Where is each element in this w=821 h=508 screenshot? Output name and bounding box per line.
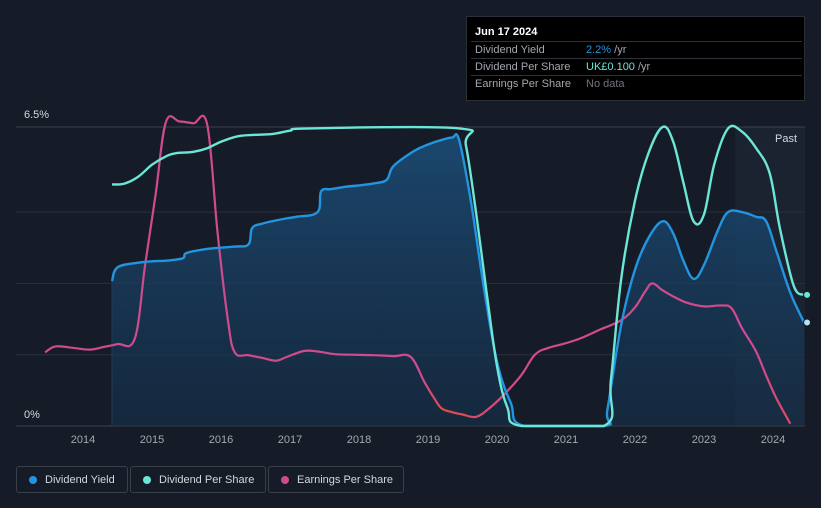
y-tick-label-bottom: 0% [24, 409, 40, 421]
past-label: Past [775, 133, 797, 145]
x-tick-label: 2014 [71, 434, 95, 446]
x-tick-label: 2015 [140, 434, 164, 446]
x-tick-label: 2018 [347, 434, 371, 446]
dividend-yield-line [110, 132, 806, 428]
legend-item-earnings-per-share[interactable]: Earnings Per Share [268, 466, 404, 493]
x-tick-label: 2023 [692, 434, 716, 446]
tooltip-value: UK£0.100 /yr [586, 61, 651, 73]
tooltip-value: No data [586, 78, 625, 90]
tooltip-row-dividend-yield: Dividend Yield 2.2% /yr [471, 41, 802, 59]
legend-label: Dividend Yield [45, 473, 115, 486]
legend-label: Earnings Per Share [297, 473, 393, 486]
x-tick-label: 2016 [209, 434, 233, 446]
x-tick-label: 2024 [761, 434, 785, 446]
dividend-per-share-end-point [803, 290, 812, 299]
x-tick-label: 2021 [554, 434, 578, 446]
tooltip: Jun 17 2024 Dividend Yield 2.2% /yr Divi… [466, 16, 805, 101]
legend-dot-icon [29, 475, 37, 484]
x-tick-label: 2022 [623, 434, 647, 446]
dividend-per-share-line [111, 124, 805, 428]
legend-item-dividend-per-share[interactable]: Dividend Per Share [130, 466, 266, 493]
legend-dot-icon [143, 475, 151, 484]
y-tick-label-top: 6.5% [24, 109, 49, 121]
tooltip-label: Dividend Yield [475, 44, 545, 56]
earnings-per-share-line [44, 114, 792, 425]
tooltip-row-dividend-per-share: Dividend Per Share UK£0.100 /yr [471, 58, 802, 76]
tooltip-label: Dividend Per Share [475, 61, 571, 73]
x-tick-label: 2017 [278, 434, 302, 446]
legend-item-dividend-yield[interactable]: Dividend Yield [16, 466, 128, 493]
dividend-yield-end-point [803, 318, 812, 327]
tooltip-date: Jun 17 2024 [475, 26, 538, 38]
x-tick-label: 2019 [416, 434, 440, 446]
tooltip-value: 2.2% /yr [586, 44, 627, 56]
x-tick-label: 2020 [485, 434, 509, 446]
dividend-yield-area [111, 134, 805, 426]
tooltip-row-earnings-per-share: Earnings Per Share No data [471, 75, 802, 93]
tooltip-label: Earnings Per Share [475, 78, 571, 90]
legend-label: Dividend Per Share [159, 473, 255, 486]
legend-dot-icon [281, 475, 289, 484]
